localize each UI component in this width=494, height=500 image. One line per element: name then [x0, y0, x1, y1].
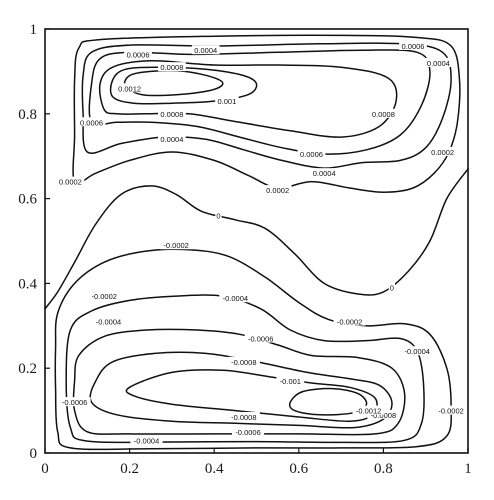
contour-label-bg	[369, 108, 398, 118]
contour-label: 0.0004	[313, 169, 336, 178]
contour-label: 0.0002	[431, 148, 454, 157]
contour-label: 0.0004	[427, 59, 450, 68]
contour-line-0	[44, 168, 469, 310]
contour-label-bg	[244, 333, 277, 343]
contour-label: 0	[390, 284, 394, 293]
contour-label-bg	[77, 117, 106, 127]
contour-line-5	[109, 66, 258, 105]
contour-label: -0.0002	[438, 407, 463, 416]
contour-label: -0.0004	[223, 294, 248, 303]
contour-label-bg	[158, 62, 186, 72]
contour-label-bg	[399, 40, 427, 50]
contour-label-bg	[263, 185, 292, 195]
contour-label: -0.0006	[248, 335, 273, 344]
contour-label-bg	[88, 291, 121, 301]
contour-label-bg	[130, 435, 163, 445]
contour-label-bg	[388, 282, 396, 292]
x-tick-label: 0.8	[374, 461, 393, 477]
contour-label: 0.0002	[266, 186, 289, 195]
contour-label-bg	[215, 96, 239, 106]
contour-label: 0.0004	[194, 46, 217, 55]
contour-label-bg	[58, 397, 91, 407]
y-tick-label: 0.2	[18, 361, 37, 377]
contour-label: -0.0002	[92, 292, 117, 301]
contour-label-bg	[227, 411, 260, 421]
contour-label: 0.0006	[80, 118, 103, 127]
contour-label-bg	[215, 210, 222, 220]
contour-label: 0.0012	[118, 84, 141, 93]
contour-label-bg	[124, 49, 152, 59]
x-tick-label: 0	[41, 461, 49, 477]
contour-label: -0.0008	[371, 411, 396, 420]
contour-labels-group: 000.00020.00020.00020.00040.00040.00040.…	[56, 40, 468, 445]
contour-label: 0.0004	[160, 135, 183, 144]
contour-label: -0.0004	[96, 318, 121, 327]
x-tick-label: 0.2	[120, 461, 139, 477]
contour-label: -0.0002	[163, 241, 188, 250]
contour-label-bg	[424, 57, 453, 67]
contour-label-bg	[227, 356, 260, 366]
contour-line-8	[65, 294, 425, 444]
contour-label: 0	[216, 212, 220, 221]
y-tick-label: 0.4	[18, 276, 37, 292]
contour-label-bg	[231, 426, 265, 436]
plot-frame	[44, 28, 469, 454]
contour-label: -0.0004	[405, 347, 430, 356]
x-axis-ticks: 0 0.2 0.4 0.6 0.8 1	[41, 448, 472, 477]
contour-label: -0.001	[280, 377, 301, 386]
contour-label: 0.0008	[160, 63, 183, 72]
contour-label-bg	[219, 293, 252, 303]
x-tick-label: 0.6	[289, 461, 308, 477]
contour-line-7	[54, 248, 452, 451]
contour-line-6	[123, 69, 224, 97]
contour-label-bg	[191, 45, 220, 55]
contour-label: -0.0004	[134, 436, 159, 445]
contour-label-bg	[92, 316, 125, 326]
contour-label: 0.0006	[127, 50, 150, 59]
y-tick-label: 0.8	[18, 107, 37, 123]
contour-label-bg	[297, 149, 326, 159]
contour-label: 0.0002	[59, 178, 82, 187]
contour-line-12	[288, 387, 368, 416]
contour-label-bg	[115, 83, 144, 93]
contour-label: 0.0006	[402, 42, 425, 51]
contour-label-bg	[56, 176, 85, 186]
y-tick-label: 0.6	[18, 192, 37, 208]
y-tick-label: 1	[30, 22, 38, 38]
contour-label-bg	[352, 405, 385, 415]
x-tick-label: 1	[464, 461, 472, 477]
contour-label-bg	[428, 146, 457, 156]
contour-lines-group	[44, 34, 469, 451]
contour-label: -0.0002	[337, 318, 362, 327]
contour-label: -0.0008	[231, 413, 256, 422]
contour-label-bg	[401, 346, 434, 356]
contour-label: -0.0006	[235, 428, 260, 437]
contour-label: -0.0008	[231, 358, 256, 367]
contour-line-10	[89, 351, 393, 429]
contour-label: 0.001	[217, 97, 236, 106]
contour-label-bg	[160, 240, 193, 250]
contour-label: 0.0006	[300, 150, 323, 159]
y-tick-label: 0	[30, 446, 38, 462]
contour-label: 0.0008	[372, 110, 395, 119]
contour-label-bg	[158, 108, 186, 118]
contour-line-9	[72, 328, 406, 436]
x-tick-label: 0.4	[205, 461, 224, 477]
contour-label: -0.0012	[356, 407, 381, 416]
contour-label: 0.0008	[160, 110, 183, 119]
contour-label-bg	[310, 168, 339, 178]
contour-label: -0.0006	[62, 398, 87, 407]
contour-label-bg	[276, 375, 305, 385]
contour-label-bg	[435, 405, 468, 415]
contour-line-2	[81, 42, 452, 169]
contour-label-bg	[333, 316, 366, 326]
contour-label-bg	[158, 134, 186, 144]
y-axis-ticks: 0 0.2 0.4 0.6 0.8 1	[18, 22, 50, 462]
